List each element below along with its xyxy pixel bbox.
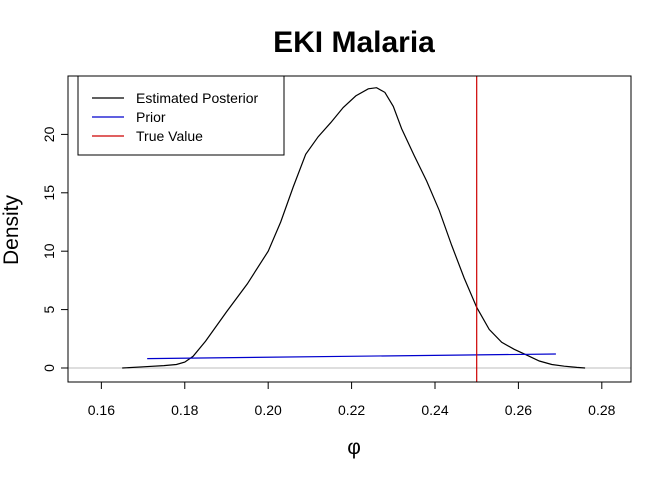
x-tick-label: 0.18 xyxy=(171,402,198,418)
y-tick-label: 20 xyxy=(41,126,57,142)
plot-area xyxy=(68,76,631,382)
y-tick-label: 5 xyxy=(41,305,57,313)
y-tick-label: 15 xyxy=(41,185,57,201)
x-tick-label: 0.16 xyxy=(88,402,115,418)
legend-label-estimated-posterior: Estimated Posterior xyxy=(136,90,258,106)
series-line-estimated-posterior xyxy=(122,87,586,369)
x-axis-label: φ xyxy=(347,436,361,459)
y-tick-label: 0 xyxy=(41,364,57,372)
legend-label-true-value: True Value xyxy=(136,128,203,144)
plot-frame xyxy=(67,75,632,383)
x-tick-label: 0.28 xyxy=(588,402,615,418)
x-tick-label: 0.20 xyxy=(255,402,282,418)
legend-label-prior: Prior xyxy=(136,109,166,125)
x-tick-label: 0.22 xyxy=(338,402,365,418)
axes: 0.16 0.18 0.20 0.22 0.24 0.26 0.28 0 5 10 15 20 xyxy=(41,126,616,418)
series-line-prior xyxy=(147,353,556,360)
legend: Estimated Posterior Prior True Value xyxy=(77,75,285,156)
x-tick-label: 0.26 xyxy=(505,402,532,418)
chart-title: EKI Malaria xyxy=(273,26,435,59)
y-axis-label: Density xyxy=(0,194,23,265)
y-tick-label: 10 xyxy=(41,243,57,259)
x-tick-label: 0.24 xyxy=(421,402,448,418)
